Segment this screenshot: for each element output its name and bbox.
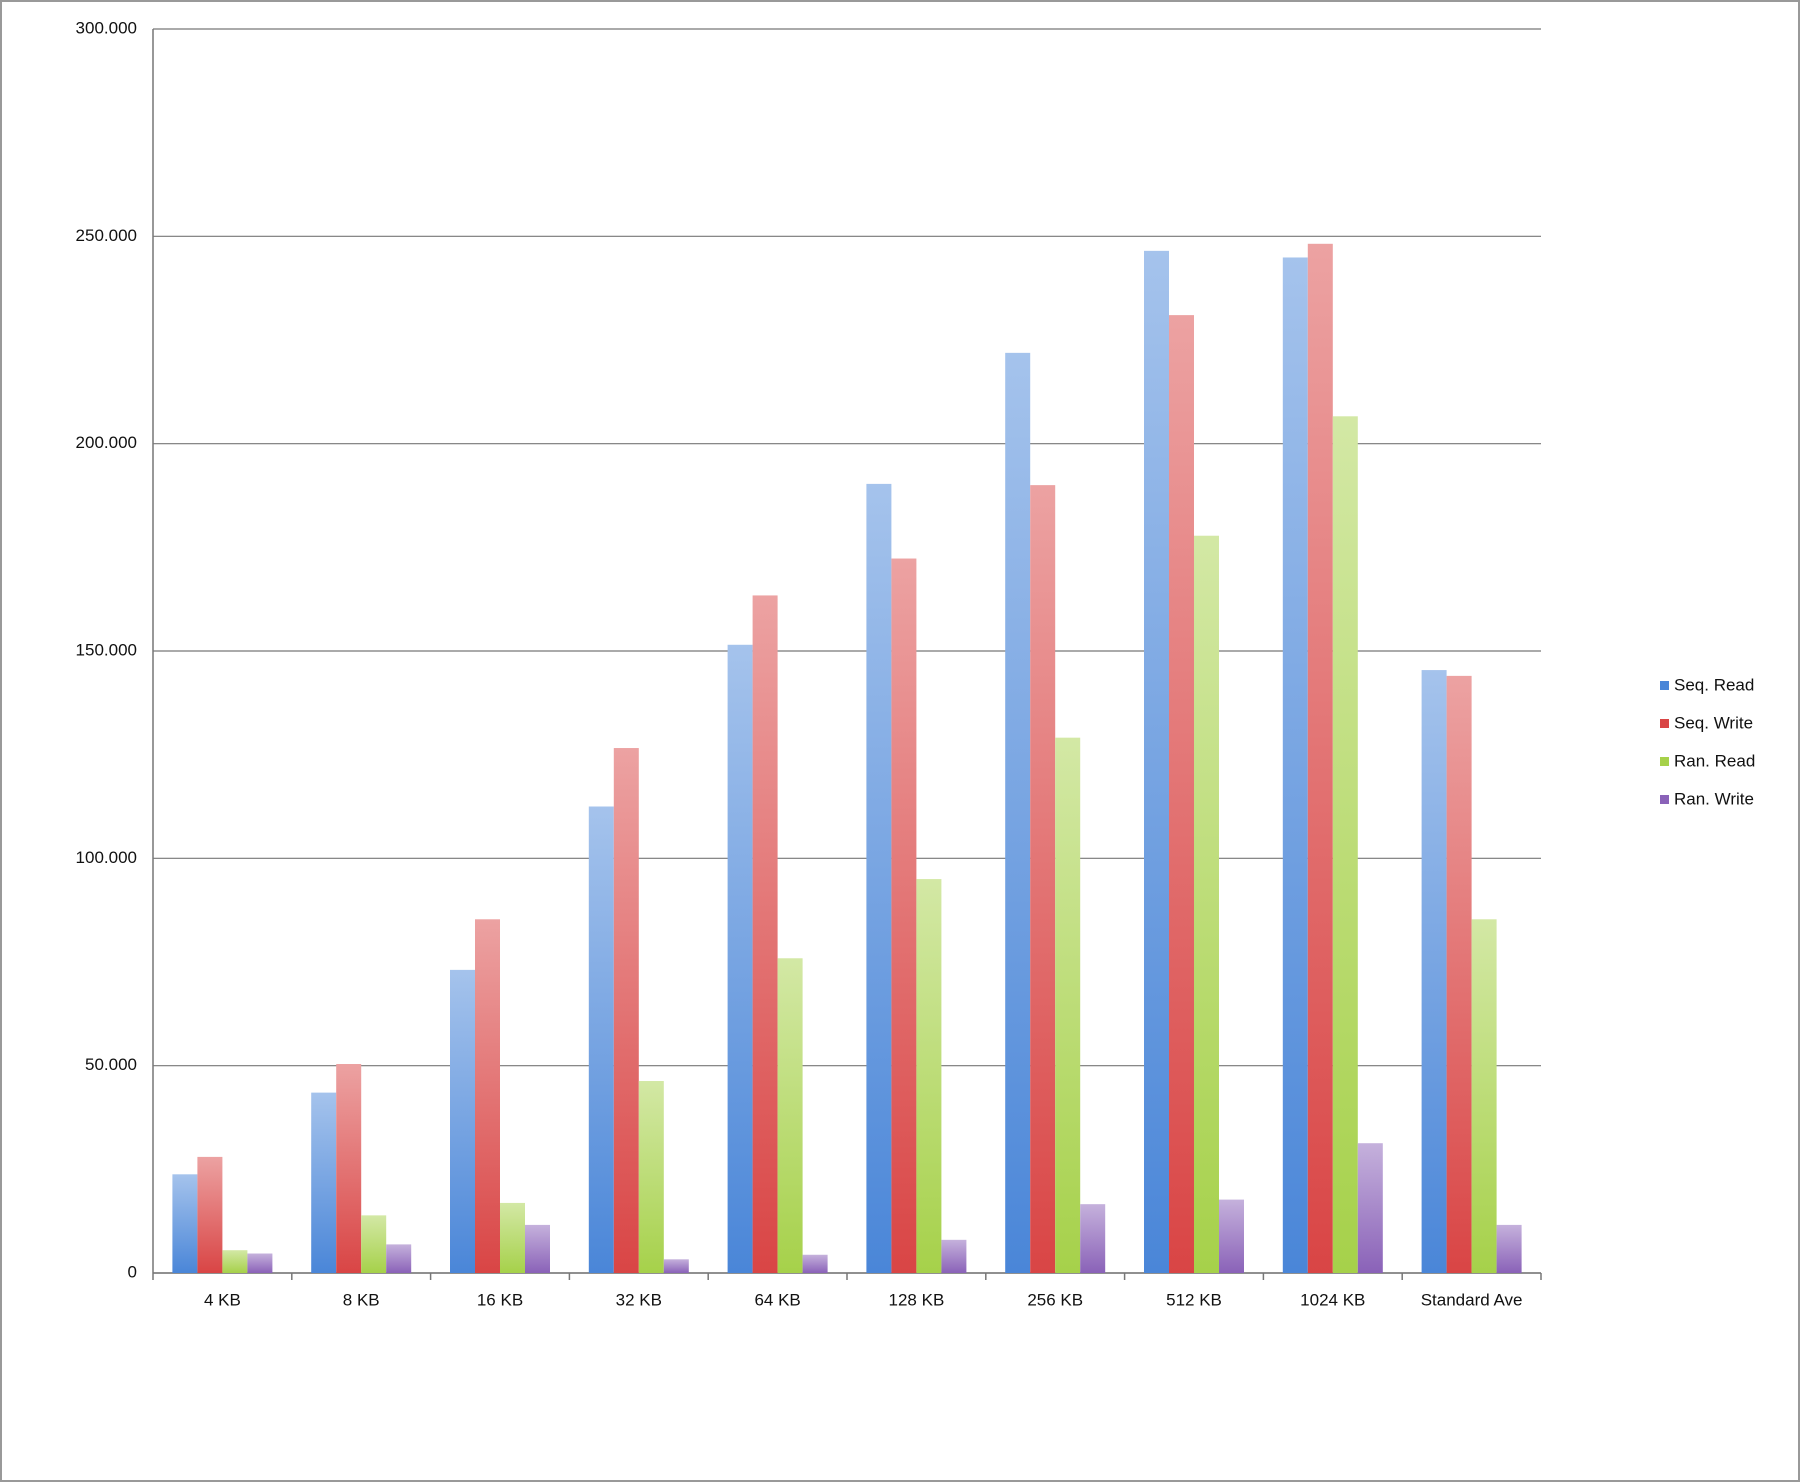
x-tick-label: 16 KB: [477, 1290, 523, 1309]
legend-label: Ran. Write: [1674, 789, 1754, 808]
legend-swatch: [1660, 757, 1669, 766]
y-tick-label: 50.000: [85, 1055, 137, 1074]
x-tick-label: 128 KB: [889, 1290, 945, 1309]
bar: [386, 1244, 412, 1273]
x-tick-label: 1024 KB: [1300, 1290, 1365, 1309]
bar: [197, 1156, 223, 1273]
bar: [1030, 485, 1056, 1274]
bar: [752, 595, 778, 1273]
bar: [1446, 675, 1472, 1273]
bar: [525, 1224, 550, 1273]
x-tick-label: 32 KB: [616, 1290, 662, 1309]
y-tick-label: 200.000: [76, 433, 137, 452]
bar: [727, 644, 753, 1273]
bar: [311, 1092, 337, 1273]
legend-swatch: [1660, 681, 1669, 690]
bar: [500, 1202, 525, 1273]
legend-swatch: [1660, 719, 1669, 728]
bar: [916, 879, 942, 1273]
y-tick-label: 250.000: [76, 226, 137, 245]
bar: [866, 483, 892, 1273]
x-tick-label: 256 KB: [1027, 1290, 1083, 1309]
x-tick-label: 8 KB: [343, 1290, 380, 1309]
x-tick-label: 64 KB: [754, 1290, 800, 1309]
bar: [638, 1081, 664, 1273]
x-tick-label: Standard Ave: [1421, 1290, 1523, 1309]
bar: [941, 1239, 967, 1273]
bar: [777, 958, 803, 1273]
bar: [1055, 737, 1081, 1273]
bar: [613, 748, 639, 1273]
y-tick-label: 150.000: [76, 640, 137, 659]
bar: [1471, 919, 1497, 1273]
legend-label: Seq. Write: [1674, 713, 1753, 732]
bar: [361, 1215, 387, 1273]
legend-swatch: [1660, 795, 1669, 804]
bar: [1421, 670, 1447, 1273]
legend-label: Ran. Read: [1674, 751, 1755, 770]
bar: [1282, 257, 1308, 1273]
bar: [1332, 416, 1358, 1273]
x-tick-label: 512 KB: [1166, 1290, 1222, 1309]
y-tick-label: 0: [128, 1262, 137, 1281]
bar: [450, 969, 475, 1273]
bar: [475, 919, 500, 1273]
bar: [247, 1253, 273, 1273]
bar: [1194, 535, 1219, 1273]
bar: [588, 806, 614, 1273]
bar: [222, 1250, 248, 1273]
bar: [1005, 352, 1031, 1273]
x-tick-label: 4 KB: [204, 1290, 241, 1309]
legend-label: Seq. Read: [1674, 675, 1754, 694]
bar: [663, 1259, 689, 1273]
bar: [1169, 315, 1194, 1273]
y-tick-label: 100.000: [76, 848, 137, 867]
bar: [1496, 1224, 1522, 1273]
bar: [802, 1254, 828, 1273]
bar: [172, 1174, 198, 1273]
y-tick-label: 300.000: [76, 18, 137, 37]
bar: [1080, 1204, 1106, 1273]
bar: [1144, 250, 1169, 1273]
bar: [891, 558, 917, 1273]
bar: [1357, 1143, 1383, 1273]
bar: [336, 1064, 362, 1273]
bar: [1307, 243, 1333, 1273]
bar: [1219, 1199, 1244, 1273]
